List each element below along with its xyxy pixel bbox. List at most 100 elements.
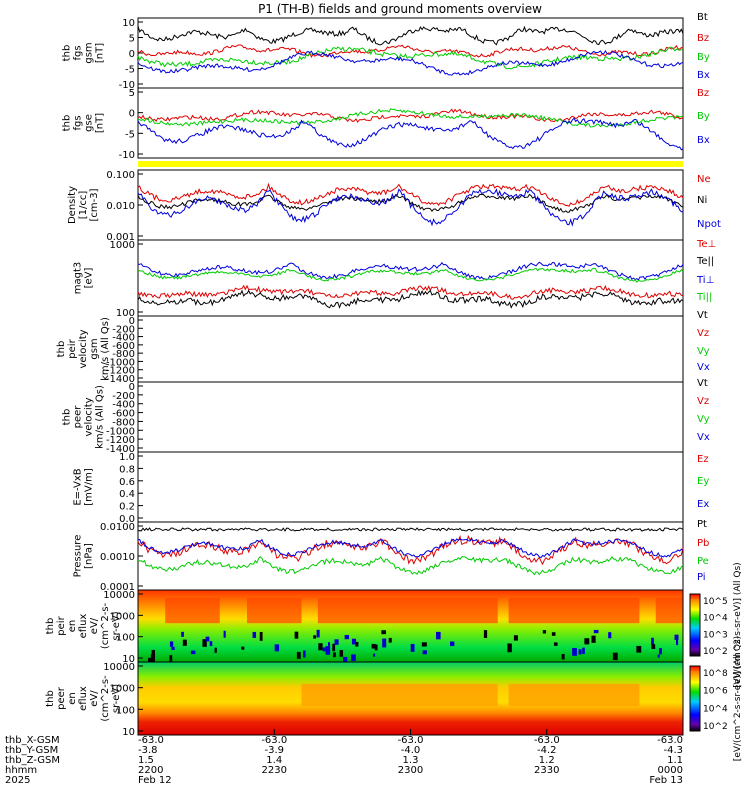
- y-tick-label: -800: [112, 349, 135, 360]
- series-bx: [137, 117, 684, 151]
- legend-Pe: Pe: [697, 556, 709, 567]
- spectrogram-cell: [651, 644, 656, 650]
- legend-Te⊥: Te⊥: [696, 239, 716, 250]
- y-tick-label: -200: [112, 324, 135, 335]
- y-tick-label: 1000: [110, 611, 135, 622]
- x-tick-label: Feb 12: [138, 775, 172, 786]
- spectrogram-cell: [572, 648, 577, 656]
- spectrogram-cell: [169, 641, 174, 647]
- spectrogram-cell: [381, 630, 386, 635]
- y-tick-label: 0.6: [119, 477, 135, 488]
- spectrogram-cell: [181, 631, 184, 637]
- x-tick-label: -4.3: [663, 745, 683, 756]
- y-axis-label-line: thb: [62, 45, 73, 62]
- y-tick-label: 100: [116, 308, 135, 319]
- spectrogram-cell: [591, 635, 596, 643]
- spectrogram-cell: [318, 643, 323, 651]
- colorbar-1: 10^5 10^4 10^3 10^2 [eV/(cm^2-s-sr-eV)] (All…: [689, 562, 743, 688]
- colorbar-tick: 10^6: [703, 687, 728, 697]
- y-axis-label-line: eV/: [89, 690, 100, 707]
- legend-Ex: Ex: [697, 499, 709, 510]
- y-axis-label-line: gsm: [89, 338, 100, 359]
- spectrogram-cell: [422, 650, 427, 655]
- panel-frame: [137, 87, 684, 159]
- legend-Vy: Vy: [697, 414, 710, 425]
- y-axis-label-line: gsm: [84, 42, 95, 63]
- legend-Vt: Vt: [697, 310, 708, 321]
- spectrogram-cell: [674, 634, 679, 640]
- spectrogram-cell: [171, 646, 175, 650]
- x-tick-label: -63.0: [261, 735, 287, 746]
- legend-Vx: Vx: [697, 362, 710, 373]
- y-tick-label: -1200: [106, 366, 135, 377]
- spectrogram-cell: [410, 643, 415, 652]
- y-axis-label-line: [mV/m]: [84, 468, 95, 506]
- y-tick-label: 10: [122, 18, 135, 29]
- panel-frame: [137, 381, 684, 453]
- spectrogram-cell: [553, 642, 558, 646]
- y-axis-label-line: thb: [45, 618, 56, 635]
- legend-Pt: Pt: [697, 519, 707, 530]
- colorbar-label: [eV/(cm^2-s-sr-eV)] (All Qs): [733, 562, 743, 687]
- spectrogram-cell: [339, 649, 344, 657]
- x-tick-label: 1.5: [138, 755, 154, 766]
- x-tick-label: -63.0: [657, 735, 683, 746]
- x-tick-label: -63.0: [534, 735, 560, 746]
- y-axis-label: thb peer velocity km/s (All Qs): [62, 385, 106, 449]
- y-tick-label: 0.0: [119, 514, 135, 525]
- spectrogram-band: [247, 598, 302, 624]
- spectrogram-cell: [151, 649, 156, 659]
- y-tick-label: 0.0010: [100, 552, 135, 563]
- spectrogram-cell: [259, 631, 263, 641]
- legend-Vt: Vt: [697, 378, 708, 389]
- y-tick-label: 100: [116, 705, 135, 716]
- y-axis-label-line: velocity: [78, 329, 89, 368]
- spectrogram-cell: [209, 641, 213, 647]
- y-axis-label-line: [nT]: [95, 113, 106, 133]
- y-axis-label-line: eV/: [89, 617, 100, 634]
- legend-Npot: Npot: [697, 219, 721, 230]
- spectrogram-cell: [374, 644, 378, 651]
- y-axis-label-line: E=-VxB: [73, 468, 84, 505]
- y-axis-label: Pressure [nPa]: [73, 535, 95, 578]
- spectrogram-cell: [294, 631, 299, 639]
- legend-Ne: Ne: [697, 174, 711, 185]
- y-tick-label: 0.0001: [100, 582, 135, 593]
- spectrogram-band: [165, 598, 220, 624]
- spectrogram-cell: [421, 642, 427, 647]
- y-tick-label: 5: [129, 34, 135, 45]
- legend-Bx: Bx: [697, 135, 710, 146]
- y-axis-label-line: en: [67, 692, 78, 705]
- colorbar-scale: [689, 665, 701, 732]
- x-tick-label: -3.9: [264, 745, 284, 756]
- y-tick-label: -1000: [106, 426, 135, 437]
- spectrogram-cell: [659, 648, 662, 655]
- flag-bar: [138, 161, 683, 167]
- y-axis-label-line: velocity: [84, 397, 95, 436]
- y-axis-label-line: [1/cc]: [78, 191, 89, 220]
- y-tick-label: 100: [116, 633, 135, 644]
- legend-Bz: Bz: [697, 88, 709, 99]
- y-tick-label: 1000: [110, 684, 135, 695]
- spectrogram-cell: [651, 637, 654, 645]
- y-axis-label-line: Pressure: [73, 535, 84, 578]
- x-tick-label: -4.0: [401, 745, 421, 756]
- y-axis-label-line: (cm^2-s-: [100, 675, 111, 722]
- series-ti-par: [137, 267, 684, 283]
- legend-Ni: Ni: [697, 195, 707, 206]
- y-tick-label: 10: [122, 654, 135, 665]
- x-row-label: 2025: [5, 775, 30, 786]
- y-tick-label: 5: [129, 88, 135, 99]
- panel-fgs-gsm: 10 5 0 -5 -10 thb fgs gsm [nT] Bt Bz By Bx: [62, 12, 710, 91]
- legend-Vx: Vx: [697, 432, 710, 443]
- spectrogram-cell: [351, 638, 357, 645]
- panel-frame: [137, 451, 684, 523]
- spectrogram-band: [655, 598, 683, 624]
- colorbar-label: [eV/(cm^2-s-sr-eV)] (All Qs): [733, 636, 743, 761]
- legend-Ti⊥: Ti⊥: [696, 275, 714, 286]
- y-axis-label-line: fgs: [73, 115, 84, 130]
- x-tick-label: 1.4: [266, 755, 282, 766]
